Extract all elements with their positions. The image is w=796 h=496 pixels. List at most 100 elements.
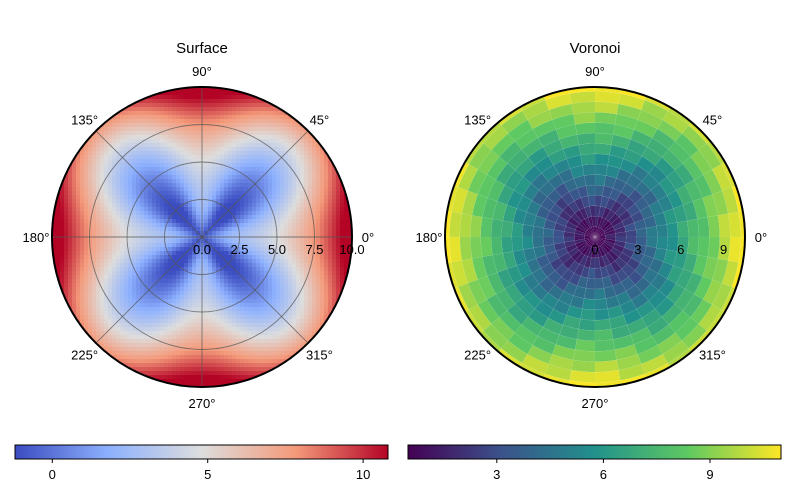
surface-cell: [268, 367, 273, 372]
surface-cell: [248, 231, 253, 236]
surface-cell: [196, 87, 201, 92]
surface-cell: [184, 215, 189, 220]
surface-cell: [316, 175, 321, 180]
surface-cell: [196, 351, 201, 356]
surface-cell: [140, 359, 145, 364]
surface-cell: [168, 311, 173, 316]
surface-cell: [72, 299, 77, 304]
surface-cell: [148, 103, 153, 108]
surface-cell: [176, 207, 181, 212]
surface-cell: [268, 163, 273, 168]
surface-cell: [304, 155, 309, 160]
surface-cell: [288, 159, 293, 164]
surface-cell: [228, 287, 233, 292]
surface-cell: [252, 103, 257, 108]
surface-cell: [196, 327, 201, 332]
surface-cell: [312, 183, 317, 188]
surface-cell: [188, 203, 193, 208]
surface-cell: [160, 323, 165, 328]
surface-cell: [256, 171, 261, 176]
surface-cell: [80, 163, 85, 168]
surface-cell: [148, 279, 153, 284]
surface-cell: [140, 167, 145, 172]
surface-cell: [228, 251, 233, 256]
surface-cell: [288, 331, 293, 336]
surface-cell: [172, 215, 177, 220]
surface-cell: [240, 135, 245, 140]
surface-cell: [300, 151, 305, 156]
surface-cell: [320, 207, 325, 212]
surface-cell: [232, 279, 237, 284]
surface-cell: [180, 359, 185, 364]
surface-cell: [252, 355, 257, 360]
surface-cell: [284, 299, 289, 304]
surface-cell: [276, 259, 281, 264]
surface-cell: [164, 107, 169, 112]
surface-cell: [104, 187, 109, 192]
surface-cell: [124, 271, 129, 276]
surface-cell: [300, 131, 305, 136]
surface-cell: [152, 363, 157, 368]
surface-cell: [300, 339, 305, 344]
surface-cell: [284, 215, 289, 220]
surface-cell: [316, 147, 321, 152]
surface-cell: [68, 171, 73, 176]
surface-cell: [128, 263, 133, 268]
surface-cell: [288, 339, 293, 344]
surface-cell: [148, 263, 153, 268]
surface-cell: [172, 167, 177, 172]
surface-cell: [176, 315, 181, 320]
surface-cell: [256, 319, 261, 324]
surface-cell: [216, 343, 221, 348]
surface-cell: [248, 183, 253, 188]
surface-cell: [232, 247, 237, 252]
surface-cell: [184, 383, 189, 387]
surface-cell: [172, 195, 177, 200]
surface-cell: [248, 339, 253, 344]
surface-cell: [56, 219, 61, 224]
surface-cell: [244, 323, 249, 328]
surface-cell: [308, 195, 313, 200]
surface-cell: [268, 251, 273, 256]
surface-cell: [140, 199, 145, 204]
surface-cell: [204, 255, 209, 260]
surface-cell: [64, 203, 69, 208]
surface-cell: [248, 179, 253, 184]
surface-cell: [188, 239, 193, 244]
surface-cell: [260, 271, 265, 276]
surface-cell: [168, 355, 173, 360]
surface-cell: [148, 351, 153, 356]
surface-cell: [296, 131, 301, 136]
surface-cell: [148, 155, 153, 160]
surface-cell: [164, 191, 169, 196]
surface-cell: [284, 239, 289, 244]
surface-cell: [136, 103, 141, 108]
surface-cell: [212, 331, 217, 336]
surface-cell: [300, 179, 305, 184]
surface-cell: [208, 255, 213, 260]
surface-cell: [108, 139, 113, 144]
surface-cell: [92, 323, 97, 328]
surface-cell: [76, 207, 81, 212]
surface-cell: [140, 147, 145, 152]
surface-cell: [212, 259, 217, 264]
surface-cell: [308, 167, 313, 172]
surface-cell: [152, 251, 157, 256]
surface-cell: [252, 151, 257, 156]
surface-cell: [84, 211, 89, 216]
surface-cell: [192, 191, 197, 196]
surface-cell: [240, 111, 245, 116]
surface-cell: [248, 203, 253, 208]
surface-cell: [172, 239, 177, 244]
surface-cell: [148, 115, 153, 120]
surface-cell: [256, 347, 261, 352]
surface-cell: [128, 139, 133, 144]
surface-cell: [132, 207, 137, 212]
surface-cell: [196, 115, 201, 120]
surface-cell: [228, 343, 233, 348]
surface-cell: [180, 155, 185, 160]
surface-cell: [204, 279, 209, 284]
surface-cell: [152, 159, 157, 164]
surface-cell: [104, 323, 109, 328]
surface-cell: [188, 151, 193, 156]
